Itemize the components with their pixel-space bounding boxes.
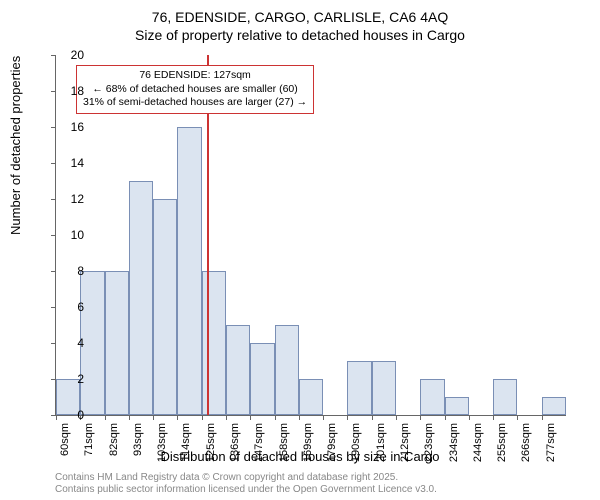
chart-container: 76, EDENSIDE, CARGO, CARLISLE, CA6 4AQ S… xyxy=(0,0,600,500)
x-tick-mark xyxy=(542,415,543,420)
y-tick-label: 16 xyxy=(54,120,84,134)
histogram-bar xyxy=(420,379,444,415)
footer-line-2: Contains public sector information licen… xyxy=(55,484,437,496)
histogram-bar xyxy=(177,127,201,415)
y-tick-label: 12 xyxy=(54,192,84,206)
annotation-line-2: ← 68% of detached houses are smaller (60… xyxy=(83,83,307,97)
histogram-bar xyxy=(202,271,226,415)
y-tick-label: 8 xyxy=(54,264,84,278)
x-tick-mark xyxy=(177,415,178,420)
x-tick-mark xyxy=(493,415,494,420)
annotation-box: 76 EDENSIDE: 127sqm← 68% of detached hou… xyxy=(76,65,314,114)
x-tick-mark xyxy=(396,415,397,420)
y-tick-label: 14 xyxy=(54,156,84,170)
chart-area: 60sqm71sqm82sqm93sqm103sqm114sqm125sqm13… xyxy=(55,55,565,415)
histogram-bar xyxy=(347,361,371,415)
histogram-bar xyxy=(226,325,250,415)
y-axis-label: Number of detached properties xyxy=(8,56,23,235)
x-tick-mark xyxy=(250,415,251,420)
chart-title: 76, EDENSIDE, CARGO, CARLISLE, CA6 4AQ S… xyxy=(0,0,600,44)
x-axis-label: Distribution of detached houses by size … xyxy=(0,449,600,464)
plot-area: 60sqm71sqm82sqm93sqm103sqm114sqm125sqm13… xyxy=(55,55,566,416)
y-tick-label: 18 xyxy=(54,84,84,98)
histogram-bar xyxy=(445,397,469,415)
title-line-2: Size of property relative to detached ho… xyxy=(0,26,600,44)
y-tick-label: 20 xyxy=(54,48,84,62)
x-tick-mark xyxy=(129,415,130,420)
x-tick-mark xyxy=(372,415,373,420)
footer-attribution: Contains HM Land Registry data © Crown c… xyxy=(55,472,437,496)
x-tick-mark xyxy=(469,415,470,420)
annotation-line-1: 76 EDENSIDE: 127sqm xyxy=(83,69,307,83)
x-tick-mark xyxy=(445,415,446,420)
y-tick-label: 6 xyxy=(54,300,84,314)
x-tick-mark xyxy=(105,415,106,420)
histogram-bar xyxy=(542,397,566,415)
y-tick-label: 4 xyxy=(54,336,84,350)
x-tick-mark xyxy=(299,415,300,420)
histogram-bar xyxy=(129,181,153,415)
histogram-bar xyxy=(275,325,299,415)
histogram-bar xyxy=(250,343,274,415)
x-tick-mark xyxy=(323,415,324,420)
title-line-1: 76, EDENSIDE, CARGO, CARLISLE, CA6 4AQ xyxy=(0,8,600,26)
histogram-bar xyxy=(299,379,323,415)
histogram-bar xyxy=(493,379,517,415)
histogram-bar xyxy=(372,361,396,415)
x-tick-mark xyxy=(275,415,276,420)
histogram-bar xyxy=(105,271,129,415)
x-tick-mark xyxy=(347,415,348,420)
y-tick-label: 0 xyxy=(54,408,84,422)
x-tick-mark xyxy=(226,415,227,420)
histogram-bar xyxy=(153,199,177,415)
y-tick-label: 10 xyxy=(54,228,84,242)
x-tick-mark xyxy=(420,415,421,420)
annotation-line-3: 31% of semi-detached houses are larger (… xyxy=(83,96,307,110)
x-tick-mark xyxy=(202,415,203,420)
y-tick-label: 2 xyxy=(54,372,84,386)
x-tick-mark xyxy=(153,415,154,420)
footer-line-1: Contains HM Land Registry data © Crown c… xyxy=(55,472,437,484)
x-tick-mark xyxy=(517,415,518,420)
